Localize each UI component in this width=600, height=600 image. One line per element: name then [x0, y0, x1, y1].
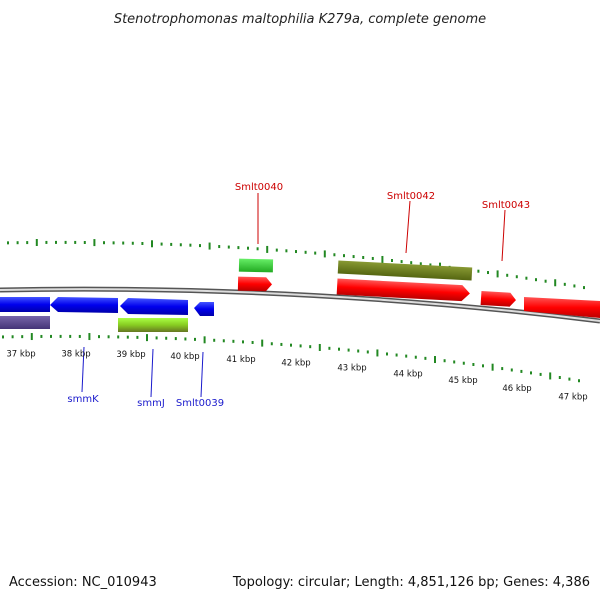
inner-tick-row [2, 333, 580, 383]
gene-smmJ-cds[interactable] [120, 298, 188, 315]
gene-smlt0043-cds[interactable] [480, 290, 517, 307]
gene-smlt0039-cds[interactable] [194, 302, 214, 316]
accession-text: Accession: NC_010943 [9, 575, 157, 590]
kbp-label: 46 kbp [502, 384, 531, 394]
kbp-label: 40 kbp [170, 352, 199, 362]
gene-prev-cds[interactable] [0, 297, 50, 312]
forward-strand [237, 258, 600, 318]
leader-smlt0039 [200, 351, 204, 398]
map-title: Stenotrophomonas maltophilia K279a, comp… [114, 12, 486, 27]
kbp-label: 43 kbp [337, 363, 366, 373]
leader-lines [81, 193, 506, 398]
kbp-label: 45 kbp [448, 376, 477, 386]
gene-smlt0040-feature[interactable] [238, 258, 274, 273]
outer-tick-row [7, 238, 585, 290]
gene-operon-feature[interactable] [337, 260, 473, 281]
summary-text: Topology: circular; Length: 4,851,126 bp… [232, 575, 590, 590]
kbp-label: 41 kbp [226, 355, 255, 365]
kbp-label: 39 kbp [116, 350, 145, 360]
kbp-scale-labels: 37 kbp 38 kbp 39 kbp 40 kbp 41 kbp 42 kbp 43 k… [6, 349, 587, 402]
leader-smmJ [150, 348, 154, 398]
leader-smlt0042 [405, 200, 411, 254]
kbp-label: 42 kbp [281, 359, 310, 369]
gene-smmK-cds[interactable] [50, 297, 118, 313]
leader-smmK [81, 346, 85, 393]
gene-reverse-operon-feature[interactable] [0, 316, 50, 329]
genome-backbone-highlight [0, 288, 600, 322]
gene-smmJ-feature[interactable] [118, 318, 188, 332]
gene-smlt0042-cds[interactable] [336, 278, 471, 302]
reverse-strand [0, 297, 214, 332]
kbp-label: 38 kbp [61, 349, 90, 359]
label-smlt0042[interactable]: Smlt0042 [387, 191, 435, 202]
label-smlt0043[interactable]: Smlt0043 [482, 200, 530, 211]
kbp-label: 37 kbp [6, 350, 35, 360]
label-smmK[interactable]: smmK [67, 394, 99, 405]
kbp-label: 44 kbp [393, 369, 422, 379]
gene-smlt0040-cds[interactable] [237, 276, 272, 292]
leader-smlt0043 [501, 209, 506, 262]
label-smlt0040[interactable]: Smlt0040 [235, 182, 283, 193]
label-smmJ[interactable]: smmJ [137, 398, 165, 409]
label-smlt0039[interactable]: Smlt0039 [176, 398, 224, 409]
gene-next-cds[interactable] [524, 297, 600, 318]
kbp-label: 47 kbp [558, 393, 587, 403]
